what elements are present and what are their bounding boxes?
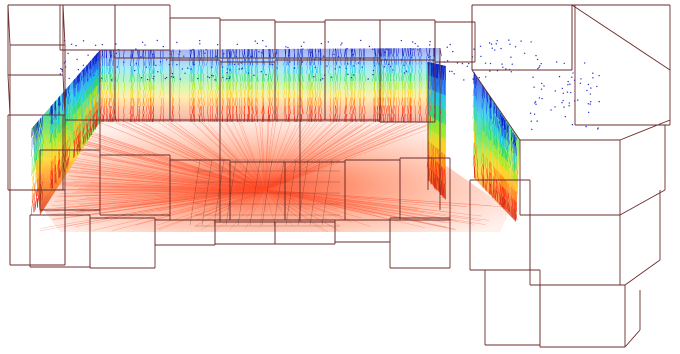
voxel-wireframe	[7, 4, 671, 348]
wall-points	[30, 47, 520, 222]
ceiling-points	[59, 39, 600, 131]
floor-grid	[189, 159, 340, 227]
